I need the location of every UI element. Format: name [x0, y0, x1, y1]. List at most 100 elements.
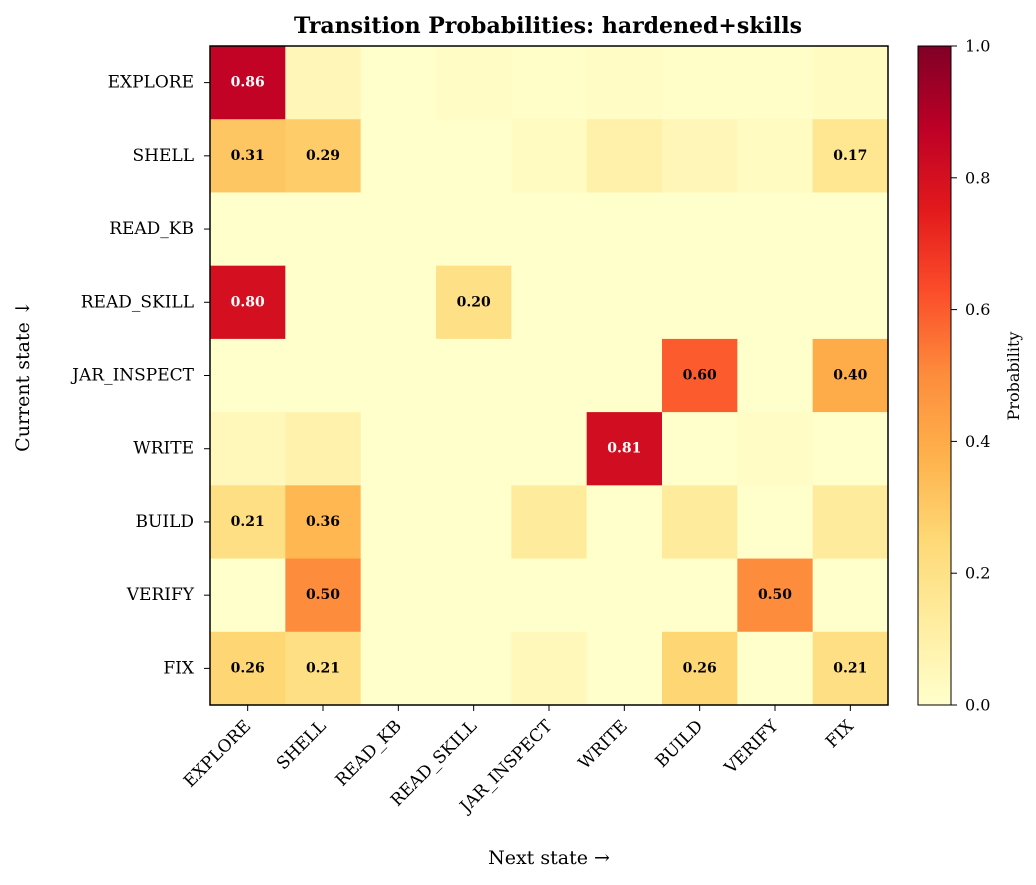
- heatmap-cell: [662, 192, 738, 267]
- heatmap-cell: [285, 485, 362, 560]
- heatmap-cell: [812, 338, 889, 413]
- heatmap-cell: [511, 46, 588, 120]
- heatmap-cell: [812, 412, 889, 486]
- colorbar-label: Probability: [1004, 332, 1023, 421]
- heatmap-cell: [737, 46, 814, 120]
- heatmap-cell: [436, 119, 512, 194]
- heatmap-cell: [812, 46, 889, 120]
- heatmap-cell: [511, 192, 588, 267]
- y-axis-ticks: EXPLORE SHELL READ_KB READ_SKILL JAR_INSPECT…: [70, 73, 210, 678]
- heatmap-cell: [737, 192, 814, 267]
- heatmap-cell: [360, 412, 437, 486]
- heatmap-cell: [812, 265, 889, 340]
- x-tick-label: WRITE: [575, 716, 632, 773]
- heatmap-cell: [737, 412, 814, 486]
- heatmap-cell: [511, 631, 588, 706]
- heatmap-cell: [812, 485, 889, 560]
- y-tick-label: BUILD: [136, 512, 194, 532]
- chart-title: Transition Probabilities: hardened+skill…: [294, 13, 802, 39]
- heatmap-cell: [210, 558, 286, 633]
- y-tick-label: SHELL: [133, 146, 194, 166]
- cell-value-label: 0.40: [833, 368, 867, 384]
- heatmap-cell: [210, 192, 286, 267]
- cell-value-label: 0.86: [231, 75, 265, 91]
- heatmap-cell: [586, 192, 663, 267]
- colorbar-tick-label: 0.4: [965, 432, 990, 451]
- cell-value-label: 0.29: [306, 148, 340, 164]
- y-tick-label: VERIFY: [126, 585, 195, 605]
- heatmap-cell: [436, 265, 512, 340]
- heatmap-cell: [436, 631, 512, 706]
- heatmap-cell: [210, 485, 286, 560]
- heatmap-cell: [436, 485, 512, 560]
- heatmap-cell: [285, 338, 362, 413]
- heatmap-cell: [662, 558, 738, 633]
- x-axis-label: Next state →: [488, 847, 610, 869]
- heatmap-cell: [662, 265, 738, 340]
- heatmap-cell: [812, 119, 889, 194]
- cell-value-label: 0.21: [833, 660, 867, 676]
- heatmap-cell: [511, 485, 588, 560]
- heatmap-cell: [662, 338, 738, 413]
- heatmap-cell: [511, 558, 588, 633]
- heatmap-cell: [586, 631, 663, 706]
- y-tick-label: EXPLORE: [108, 73, 194, 93]
- heatmap-cell: [360, 192, 437, 267]
- heatmap-cell: [436, 46, 512, 120]
- heatmap-cell: [360, 485, 437, 560]
- heatmap-cell: [662, 46, 738, 120]
- colorbar-tick-label: 0.0: [965, 696, 990, 715]
- heatmap-cell: [737, 119, 814, 194]
- y-tick-label: JAR_INSPECT: [70, 366, 194, 386]
- heatmap-cell: [360, 119, 437, 194]
- heatmap-cell: [737, 631, 814, 706]
- y-tick-label: FIX: [163, 658, 195, 678]
- heatmap-cell: [285, 46, 362, 120]
- heatmap-cell: [586, 46, 663, 120]
- heatmap-cell: [737, 265, 814, 340]
- heatmap-cell: [210, 412, 286, 486]
- heatmap-cell: [812, 558, 889, 633]
- cell-value-label: 0.31: [231, 148, 265, 164]
- x-tick-label: BUILD: [652, 716, 707, 771]
- cell-value-label: 0.21: [231, 514, 265, 530]
- cell-value-label: 0.50: [306, 587, 340, 603]
- cell-value-label: 0.20: [457, 294, 491, 310]
- colorbar-tick-label: 0.6: [965, 300, 990, 319]
- heatmap-cell: [360, 338, 437, 413]
- heatmap-cell: [662, 485, 738, 560]
- heatmap-cell: [586, 119, 663, 194]
- heatmap-cell: [586, 558, 663, 633]
- y-axis-label: Current state ↓: [12, 300, 34, 452]
- heatmap-cell: [285, 558, 362, 633]
- heatmap-cell: [436, 192, 512, 267]
- heatmap-cell: [285, 119, 362, 194]
- heatmap-cell: [511, 265, 588, 340]
- heatmap-cell: [210, 631, 286, 706]
- heatmap-cell: [436, 412, 512, 486]
- x-axis-ticks: EXPLORE SHELL READ_KBREAD_SKILLJAR_INSPECT…: [180, 705, 858, 818]
- heatmap-cell: [662, 412, 738, 486]
- cell-value-label: 0.36: [306, 514, 340, 530]
- cell-value-label: 0.26: [683, 660, 717, 676]
- colorbar-tick-label: 0.2: [965, 564, 990, 583]
- colorbar: [917, 45, 952, 706]
- cell-value-label: 0.80: [231, 294, 265, 310]
- cell-value-label: 0.26: [231, 660, 265, 676]
- heatmap-cell: [812, 631, 889, 706]
- heatmap-cell: [812, 192, 889, 267]
- heatmap-cell: [210, 119, 286, 194]
- cell-value-label: 0.50: [758, 587, 792, 603]
- heatmap-cell: [737, 485, 814, 560]
- heatmap-cell: [285, 631, 362, 706]
- heatmap-cell: [511, 412, 588, 486]
- cell-value-label: 0.21: [306, 660, 340, 676]
- x-tick-label: SHELL: [273, 716, 331, 774]
- heatmap-cell: [586, 485, 663, 560]
- heatmap-cell: [360, 558, 437, 633]
- heatmap-cell: [511, 119, 588, 194]
- heatmap-cell: [285, 265, 362, 340]
- cell-value-label: 0.81: [607, 441, 641, 457]
- heatmap-cells: [210, 46, 889, 706]
- heatmap-cell: [210, 46, 286, 120]
